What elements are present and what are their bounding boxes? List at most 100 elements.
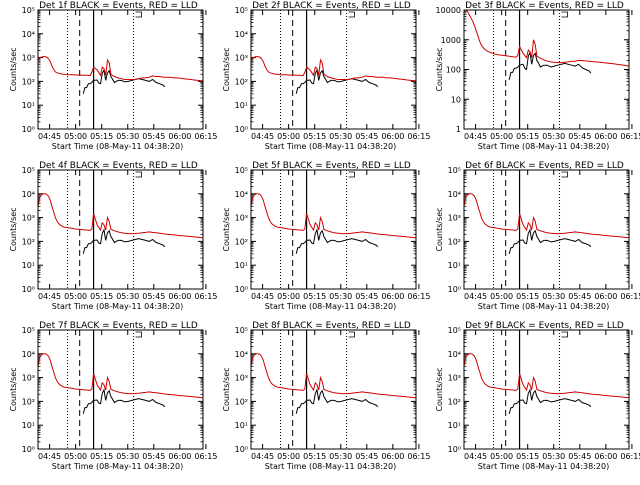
series-line-events [295, 68, 379, 94]
plot-frame [37, 169, 204, 290]
x-tick-label: 05:15 [516, 452, 539, 461]
plot-frame [250, 329, 417, 450]
x-axis-label: Start Time (08-May-11 04:38:20) [265, 302, 396, 311]
chart-title: Det 1f BLACK = Events, RED = LLD [39, 1, 198, 11]
x-tick-label: 06:00 [381, 132, 404, 141]
y-tick-label: 10⁰ [22, 445, 35, 454]
y-tick-label: 10³ [235, 374, 248, 383]
x-tick-label: 05:30 [329, 452, 352, 461]
x-tick-label: 05:15 [516, 132, 539, 141]
top-marker-bracket [348, 331, 355, 338]
series-line-events [82, 388, 166, 414]
x-tick-label: 05:45 [355, 132, 378, 141]
chart-panel-4: Det 4f BLACK = Events, RED = LLD 10⁰ 10¹ 10… [9, 161, 217, 311]
x-tick-label: 05:00 [277, 452, 300, 461]
x-tick-label: 06:00 [168, 292, 191, 301]
y-tick-label: 10¹ [22, 261, 35, 270]
y-tick-label: 10⁰ [235, 125, 248, 134]
chart-panel-2: Det 2f BLACK = Events, RED = LLD 10⁰ 10¹ 10… [222, 1, 430, 151]
y-tick-label: 10⁰ [235, 285, 248, 294]
x-tick-label: 06:15 [407, 132, 430, 141]
x-tick-label: 06:15 [620, 452, 640, 461]
chart-panel-8: Det 8f BLACK = Events, RED = LLD 10⁰ 10¹ 10… [222, 321, 430, 471]
x-tick-label: 05:15 [516, 292, 539, 301]
x-tick-label: 06:15 [407, 292, 430, 301]
y-tick-label: 10¹ [235, 421, 248, 430]
x-tick-label: 05:00 [64, 292, 87, 301]
series-line-lld [250, 353, 417, 399]
x-tick-label: 04:45 [251, 132, 274, 141]
chart-title: Det 4f BLACK = Events, RED = LLD [39, 161, 198, 171]
series-line-lld [463, 193, 630, 239]
x-tick-label: 05:15 [90, 292, 113, 301]
chart-title: Det 7f BLACK = Events, RED = LLD [39, 321, 198, 331]
series-line-events [82, 68, 166, 94]
x-tick-label: 05:30 [542, 132, 565, 141]
y-tick-label: 10⁵ [235, 6, 248, 15]
chart-panel-5: Det 5f BLACK = Events, RED = LLD 10⁰ 10¹ 10… [222, 161, 430, 311]
series-line-events [508, 388, 592, 414]
plot-frame [250, 9, 417, 130]
y-axis-label: Counts/sec [9, 367, 18, 411]
top-marker-bracket [135, 11, 142, 18]
series-line-events [508, 50, 592, 80]
series-line-lld [250, 193, 417, 239]
x-axis-label: Start Time (08-May-11 04:38:20) [478, 302, 609, 311]
x-tick-label: 05:30 [116, 292, 139, 301]
y-tick-label: 100 [446, 66, 461, 75]
x-tick-label: 06:15 [194, 132, 217, 141]
x-tick-label: 06:15 [407, 452, 430, 461]
x-tick-label: 05:30 [542, 452, 565, 461]
y-tick-label: 10⁴ [235, 190, 248, 199]
series-line-lld [463, 353, 630, 399]
y-tick-label: 10⁵ [22, 326, 35, 335]
top-marker-bracket [135, 171, 142, 178]
x-tick-label: 06:00 [168, 132, 191, 141]
x-tick-label: 05:45 [568, 132, 591, 141]
plot-frame [463, 169, 630, 290]
y-tick-label: 10⁵ [235, 326, 248, 335]
chart-panel-1: Det 1f BLACK = Events, RED = LLD 10⁰ 10¹ 10… [9, 1, 217, 151]
x-tick-label: 05:30 [329, 292, 352, 301]
y-tick-label: 10⁰ [22, 125, 35, 134]
x-tick-label: 05:30 [329, 132, 352, 141]
y-axis-label: Counts/sec [222, 47, 231, 91]
top-marker-bracket [561, 11, 568, 18]
plot-frame [463, 9, 630, 130]
y-tick-label: 10⁴ [448, 190, 461, 199]
y-axis-label: Counts/sec [9, 47, 18, 91]
x-tick-label: 04:45 [464, 292, 487, 301]
x-axis-label: Start Time (08-May-11 04:38:20) [265, 142, 396, 151]
x-tick-label: 06:15 [194, 452, 217, 461]
x-tick-label: 06:00 [168, 452, 191, 461]
series-line-lld [37, 193, 204, 239]
y-tick-label: 10⁵ [235, 166, 248, 175]
y-axis-label: Counts/sec [222, 367, 231, 411]
x-tick-label: 05:15 [303, 132, 326, 141]
x-axis-label: Start Time (08-May-11 04:38:20) [265, 462, 396, 471]
y-tick-label: 10³ [22, 214, 35, 223]
y-tick-label: 10¹ [235, 261, 248, 270]
x-tick-label: 05:15 [90, 452, 113, 461]
x-tick-label: 06:15 [194, 292, 217, 301]
x-tick-label: 06:00 [381, 292, 404, 301]
y-tick-label: 10 [451, 95, 461, 104]
y-tick-label: 10³ [235, 214, 248, 223]
chart-panel-3: Det 3f BLACK = Events, RED = LLD 1 10 100 10… [435, 1, 640, 151]
x-tick-label: 05:30 [116, 452, 139, 461]
x-tick-label: 05:45 [142, 292, 165, 301]
x-tick-label: 05:45 [568, 452, 591, 461]
y-tick-label: 10¹ [22, 101, 35, 110]
top-marker-bracket [348, 171, 355, 178]
top-marker-bracket [561, 171, 568, 178]
x-tick-label: 05:00 [64, 132, 87, 141]
x-tick-label: 04:45 [38, 452, 61, 461]
x-axis-label: Start Time (08-May-11 04:38:20) [52, 302, 183, 311]
x-tick-label: 04:45 [464, 452, 487, 461]
series-line-lld [37, 353, 204, 399]
y-tick-label: 10² [448, 397, 461, 406]
y-tick-label: 10⁰ [448, 285, 461, 294]
x-tick-label: 05:45 [142, 132, 165, 141]
series-line-lld [464, 9, 630, 67]
